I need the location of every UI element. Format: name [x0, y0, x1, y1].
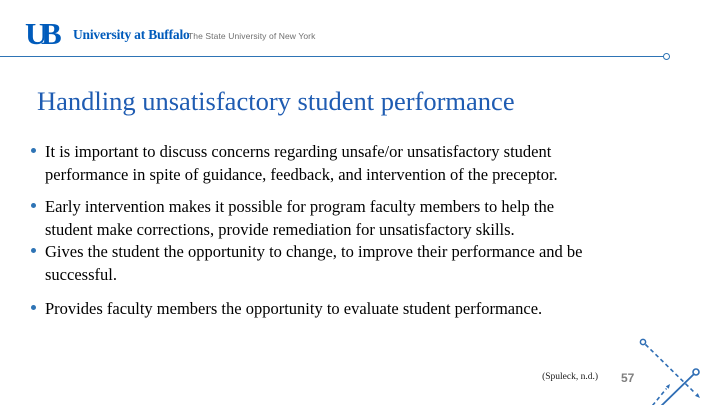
svg-text:B: B — [41, 21, 62, 47]
bullet-item: Provides faculty members the opportunity… — [31, 297, 675, 320]
citation: (Spuleck, n.d.) — [542, 372, 598, 382]
bullet-item: Gives the student the opportunity to cha… — [31, 240, 675, 286]
logo-wordmark: University at Buffalo — [73, 27, 190, 42]
bullet-dot-icon — [31, 305, 36, 310]
header-divider-line — [0, 56, 665, 57]
ub-logo-icon: U B — [25, 21, 62, 47]
logo-tagline: The State University of New York — [188, 31, 316, 41]
bullet-item: It is important to discuss concerns rega… — [31, 140, 675, 186]
svg-text:U: U — [25, 21, 47, 47]
bullet-dot-icon — [31, 203, 36, 208]
bullet-text-line: successful. — [45, 265, 117, 284]
divider-endpoint-circle-icon — [663, 53, 670, 60]
page-number: 57 — [621, 371, 635, 385]
bullet-text-line: performance in spite of guidance, feedba… — [45, 165, 558, 184]
bullet-text-line: It is important to discuss concerns rega… — [45, 142, 552, 161]
bullet-item: Early intervention makes it possible for… — [31, 195, 675, 241]
bullet-text-line: Provides faculty members the opportunity… — [45, 299, 543, 318]
bullet-dot-icon — [31, 148, 36, 153]
corner-arrows-decoration-icon — [639, 338, 700, 405]
page-title: Handling unsatisfactory student performa… — [37, 86, 515, 116]
bullet-text-line: Early intervention makes it possible for… — [45, 197, 555, 216]
bullet-text-line: Gives the student the opportunity to cha… — [45, 242, 583, 261]
bullet-text-line: student make corrections, provide remedi… — [45, 220, 515, 239]
bullet-dot-icon — [31, 248, 36, 253]
